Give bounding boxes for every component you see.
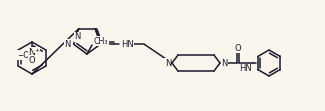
Text: N: N (165, 58, 171, 67)
Text: +: + (34, 48, 40, 53)
Text: HN: HN (121, 40, 134, 49)
Text: N: N (74, 32, 81, 41)
Text: O: O (29, 56, 35, 64)
Text: O: O (96, 36, 103, 45)
Text: N: N (221, 58, 228, 67)
Text: −O: −O (17, 51, 29, 59)
Text: HN: HN (240, 64, 253, 73)
Text: N: N (29, 48, 35, 56)
Text: O: O (235, 44, 241, 53)
Text: CH₃: CH₃ (94, 37, 109, 46)
Text: N: N (64, 40, 71, 49)
